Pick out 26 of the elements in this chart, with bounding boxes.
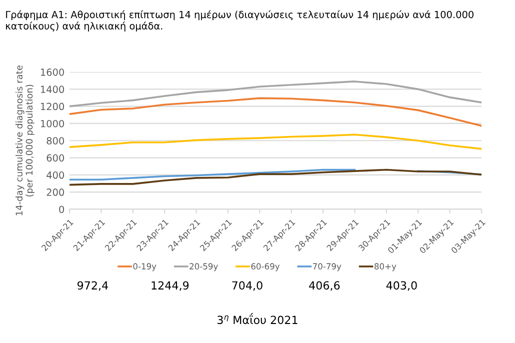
y-tick-label: 1000 <box>40 120 64 128</box>
text: 704,0 <box>232 281 262 291</box>
text: 406,6 <box>309 281 340 291</box>
y-tick-label: 1600 <box>40 68 64 76</box>
y-tick-label: 1400 <box>40 86 64 94</box>
line-series <box>70 97 482 127</box>
legend-label: 80+y <box>374 263 396 272</box>
y-tick-label: 1200 <box>40 102 64 110</box>
y-tick-label: 400 <box>46 171 64 179</box>
text: 3$^{η}$ Μαΐου 2021 <box>218 313 298 324</box>
legend-label: 70-79y <box>313 263 342 272</box>
y-tick-label: 800 <box>46 137 64 144</box>
legend-label: 20-59y <box>190 263 218 272</box>
line-series <box>70 134 482 150</box>
line-series <box>70 168 482 186</box>
y-tick-label: 0 <box>59 206 64 214</box>
y-axis-title: 14-day cumulative diagnosis rate (per 100,000 population) <box>16 66 34 216</box>
chart-title: Γράφημα A1: Αθροιστική επίπτωση 14 ημέρων (διαγνώσεις τελευταίων 14 ημερών ανά 100.000 κατοίκους) ανά ηλικιακή ομάδα. <box>6 10 474 32</box>
y-tick-label: 200 <box>46 188 64 196</box>
text: 972,4 <box>77 281 108 291</box>
legend-label: 60-69y <box>251 263 280 272</box>
text: 1244,9 <box>152 281 189 291</box>
y-tick-label: 600 <box>46 154 64 162</box>
legend-label: 0-19y <box>133 263 156 272</box>
text: 403,0 <box>386 281 417 291</box>
line-series <box>70 80 482 108</box>
